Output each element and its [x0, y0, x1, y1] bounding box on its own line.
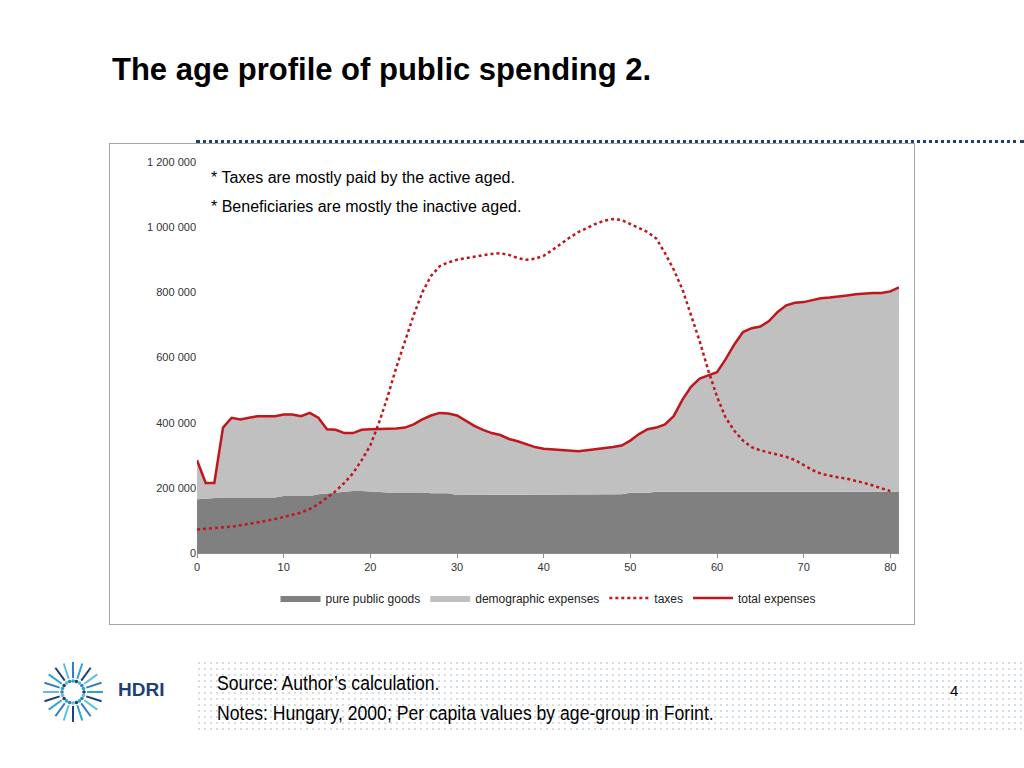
svg-text:400 000: 400 000: [156, 417, 196, 429]
svg-text:600 000: 600 000: [156, 351, 196, 363]
svg-text:taxes: taxes: [654, 592, 683, 606]
html-text:HDRI: HDRI: [118, 679, 165, 700]
svg-text:* Beneficiaries are mostly the: * Beneficiaries are mostly the inactive …: [211, 198, 521, 215]
svg-text:1 200 000: 1 200 000: [147, 156, 196, 168]
svg-text:* Taxes are mostly paid by the: * Taxes are mostly paid by the active ag…: [211, 169, 515, 186]
svg-text:30: 30: [451, 561, 463, 573]
svg-text:0: 0: [194, 561, 200, 573]
html-text:Source: Author’s calculation.: Source: Author’s calculation.: [217, 672, 440, 694]
svg-text:40: 40: [538, 561, 550, 573]
svg-text:70: 70: [798, 561, 810, 573]
svg-text:20: 20: [364, 561, 376, 573]
svg-text:demographic expenses: demographic expenses: [475, 592, 599, 606]
svg-text:total expenses: total expenses: [738, 592, 815, 606]
svg-text:200 000: 200 000: [156, 482, 196, 494]
html-text:4: 4: [950, 682, 959, 699]
svg-text:60: 60: [711, 561, 723, 573]
svg-text:800 000: 800 000: [156, 286, 196, 298]
svg-text:50: 50: [624, 561, 636, 573]
svg-text:1 000 000: 1 000 000: [147, 221, 196, 233]
svg-text:80: 80: [884, 561, 896, 573]
html-text:Notes: Hungary, 2000; Per capi: Notes: Hungary, 2000; Per capita values …: [217, 702, 714, 724]
svg-text:10: 10: [278, 561, 290, 573]
html-text:The age profile of public spen: The age profile of public spending 2.: [112, 52, 652, 87]
svg-text:0: 0: [190, 547, 196, 559]
svg-text:pure public goods: pure public goods: [326, 592, 421, 606]
